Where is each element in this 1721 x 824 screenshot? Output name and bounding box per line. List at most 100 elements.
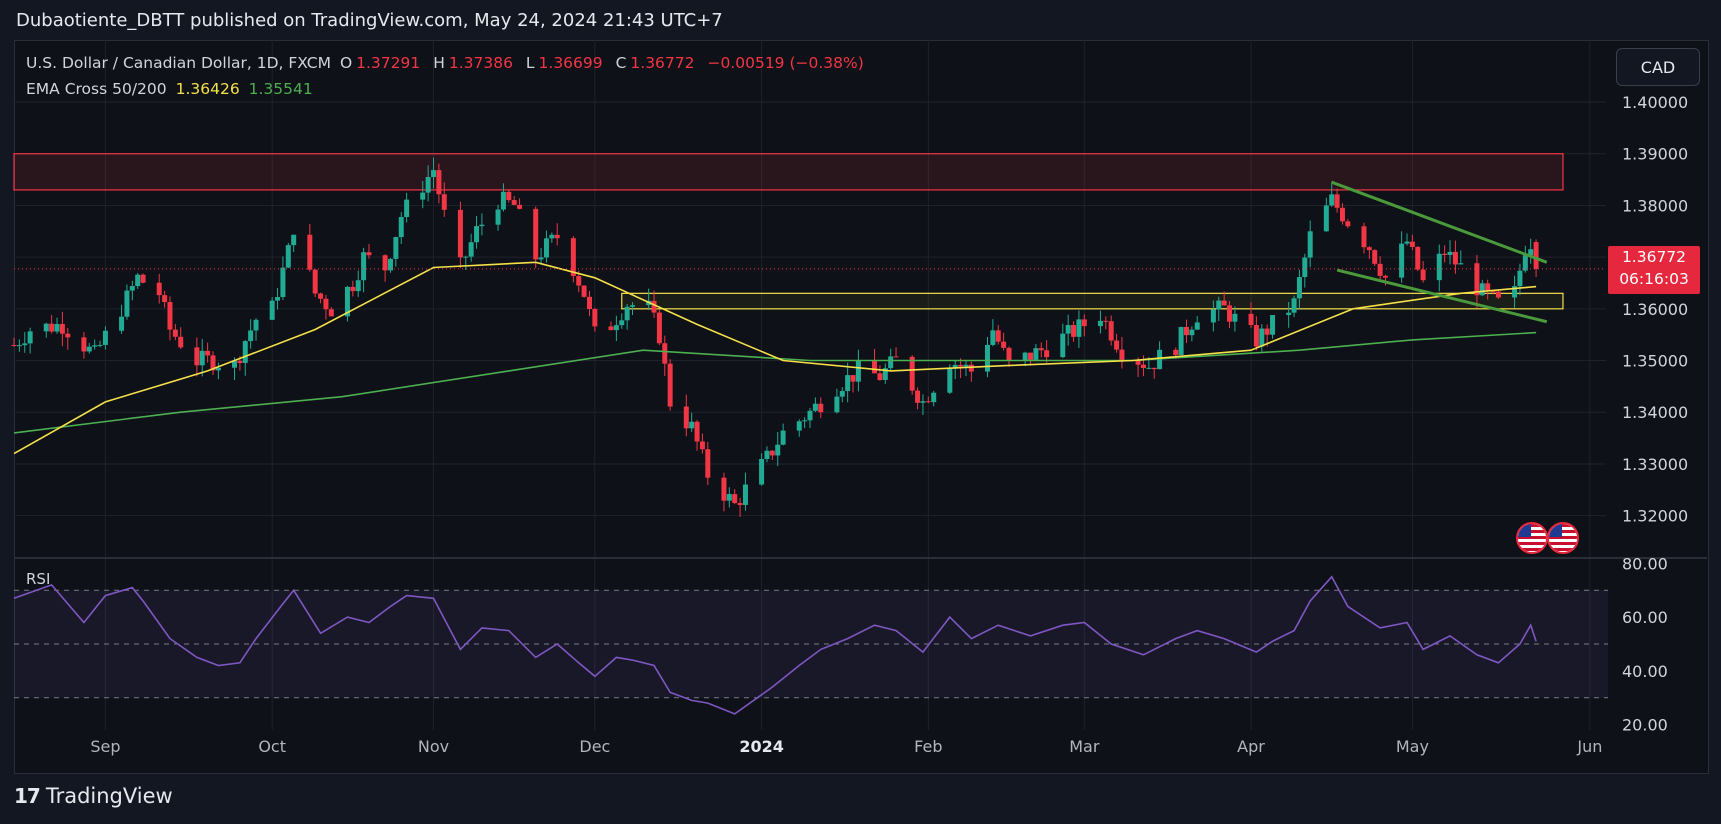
candle-down bbox=[656, 312, 662, 344]
candle-down bbox=[721, 477, 727, 501]
us-flag-icon[interactable] bbox=[1547, 522, 1579, 554]
candle-down bbox=[1409, 241, 1415, 247]
candle-down bbox=[1081, 319, 1087, 327]
candle-up bbox=[500, 191, 506, 210]
candle-down bbox=[570, 238, 576, 277]
us-flag-icon[interactable] bbox=[1516, 522, 1548, 554]
candle-down bbox=[318, 293, 324, 299]
candle-up bbox=[199, 350, 205, 366]
candle-up bbox=[630, 305, 636, 307]
candle-up bbox=[1060, 333, 1066, 358]
candle-down bbox=[1001, 341, 1007, 348]
candle-down bbox=[59, 323, 65, 334]
candle-up bbox=[404, 199, 410, 218]
candle-up bbox=[1022, 352, 1028, 361]
candle-up bbox=[425, 177, 431, 193]
y-tick-label: 1.36000 bbox=[1622, 300, 1688, 319]
channel-upper-line bbox=[1331, 180, 1548, 264]
candle-up bbox=[952, 364, 958, 369]
candle-up bbox=[1189, 329, 1195, 336]
candle-up bbox=[1517, 270, 1523, 287]
candle-up bbox=[124, 290, 130, 317]
candle-down bbox=[1372, 250, 1378, 264]
ema50-line bbox=[13, 261, 1537, 455]
candle-up bbox=[102, 330, 108, 345]
candle-up bbox=[344, 286, 350, 317]
candle-up bbox=[845, 375, 851, 392]
candle-down bbox=[156, 282, 162, 296]
candle-down bbox=[737, 503, 743, 505]
candle-down bbox=[576, 276, 582, 286]
candle-down bbox=[1135, 360, 1141, 365]
rsi-tick-label: 60.00 bbox=[1622, 608, 1668, 627]
candle-up bbox=[1065, 325, 1071, 334]
candle-up bbox=[22, 343, 28, 346]
candle-up bbox=[1178, 326, 1184, 355]
candle-up bbox=[543, 238, 549, 258]
candle-up bbox=[963, 364, 969, 367]
candle-up bbox=[1512, 286, 1518, 298]
candle-down bbox=[586, 296, 592, 310]
candle-down bbox=[1151, 367, 1157, 370]
x-tick-label: Mar bbox=[1069, 737, 1100, 756]
candle-down bbox=[1495, 291, 1501, 298]
candle-up bbox=[947, 368, 953, 393]
candle-up bbox=[253, 319, 259, 331]
y-tick-label: 1.40000 bbox=[1622, 93, 1688, 112]
x-tick-label: Apr bbox=[1237, 737, 1265, 756]
candle-down bbox=[1221, 300, 1227, 306]
candle-up bbox=[1302, 257, 1308, 278]
candle-up bbox=[1216, 300, 1222, 310]
candle-up bbox=[1479, 283, 1485, 296]
candle-down bbox=[328, 309, 334, 317]
candle-down bbox=[1377, 263, 1383, 276]
candle-up bbox=[624, 306, 630, 321]
candle-down bbox=[662, 343, 668, 364]
x-tick-label: Nov bbox=[418, 737, 449, 756]
publish-header: Dubaotiente_DBTT published on TradingVie… bbox=[16, 10, 723, 31]
x-tick-label: May bbox=[1396, 737, 1429, 756]
y-tick-label: 1.34000 bbox=[1622, 403, 1688, 422]
candle-down bbox=[237, 360, 243, 363]
candle-up bbox=[855, 360, 861, 382]
candle-up bbox=[474, 226, 480, 243]
candle-down bbox=[1114, 340, 1120, 350]
candle-up bbox=[420, 192, 426, 200]
candle-up bbox=[839, 391, 845, 397]
brand-name: TradingView bbox=[45, 784, 173, 808]
candle-up bbox=[984, 344, 990, 372]
candle-down bbox=[1038, 348, 1044, 351]
candle-up bbox=[387, 258, 393, 271]
candle-down bbox=[1140, 364, 1146, 368]
candle-down bbox=[651, 300, 657, 313]
candle-up bbox=[807, 410, 813, 421]
candle-up bbox=[1270, 315, 1276, 335]
candle-up bbox=[1323, 205, 1329, 232]
candle-up bbox=[726, 494, 732, 501]
candle-down bbox=[140, 274, 146, 283]
candle-down bbox=[1485, 283, 1491, 291]
candle-up bbox=[479, 224, 485, 227]
candle-up bbox=[1436, 253, 1442, 281]
candle-down bbox=[1334, 194, 1340, 208]
candle-down bbox=[511, 200, 517, 205]
candle-down bbox=[592, 309, 598, 327]
candle-up bbox=[468, 242, 474, 257]
candle-down bbox=[162, 295, 168, 303]
candle-up bbox=[775, 444, 781, 456]
candle-down bbox=[172, 329, 178, 337]
candle-down bbox=[893, 356, 899, 358]
candle-up bbox=[1146, 367, 1152, 369]
candle-down bbox=[850, 375, 856, 382]
candle-down bbox=[1382, 275, 1388, 278]
candle-up bbox=[269, 300, 275, 320]
candle-up bbox=[1232, 313, 1238, 322]
candle-down bbox=[554, 234, 560, 239]
tradingview-logo-icon: 17 bbox=[14, 784, 41, 808]
currency-button[interactable]: CAD bbox=[1616, 48, 1700, 86]
y-tick-label: 1.32000 bbox=[1622, 507, 1688, 526]
candle-down bbox=[667, 363, 673, 407]
candle-down bbox=[1442, 253, 1448, 255]
candle-up bbox=[613, 325, 619, 331]
